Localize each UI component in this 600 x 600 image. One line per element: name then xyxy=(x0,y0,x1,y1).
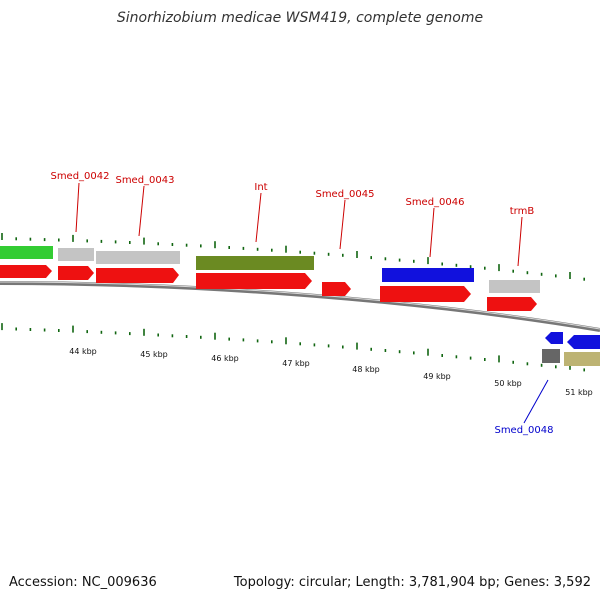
leader-smed-0045 xyxy=(339,199,346,250)
kbp-label-49: 49 kbp xyxy=(423,372,451,381)
gene-box-trmb[interactable] xyxy=(489,280,540,293)
cds-arrow-smed-0048[interactable] xyxy=(567,335,600,349)
kbp-label-47: 47 kbp xyxy=(282,359,310,368)
gene-box-reverse-khaki[interactable] xyxy=(564,352,600,366)
cds-arrow-int[interactable] xyxy=(196,273,312,289)
cds-arrow-trmb[interactable] xyxy=(487,297,537,311)
leader-smed-0043 xyxy=(138,185,145,237)
gene-box-reverse-grey[interactable] xyxy=(542,349,560,363)
gene-box-smed-0042[interactable] xyxy=(58,248,94,261)
kbp-label-45: 45 kbp xyxy=(140,350,168,359)
genome-backbone xyxy=(0,281,600,332)
kbp-label-44: 44 kbp xyxy=(69,347,97,356)
label-smed-0045[interactable]: Smed_0045 xyxy=(315,189,374,200)
cds-arrow-smed-0043[interactable] xyxy=(96,268,179,283)
cds-arrow-smed-0042[interactable] xyxy=(58,266,94,280)
genome-backbone-highlight xyxy=(0,281,600,330)
kbp-label-51: 51 kbp xyxy=(565,388,593,397)
label-smed-0043[interactable]: Smed_0043 xyxy=(115,175,174,186)
label-smed-0042[interactable]: Smed_0042 xyxy=(50,171,109,182)
label-smed-0048[interactable]: Smed_0048 xyxy=(494,425,553,436)
leader-int xyxy=(255,192,262,243)
accession-text: Accession: NC_009636 xyxy=(9,575,157,590)
cds-arrow-smed-0047[interactable] xyxy=(545,332,563,344)
kbp-label-50: 50 kbp xyxy=(494,379,522,388)
leader-smed-0042 xyxy=(75,182,80,233)
label-int[interactable]: Int xyxy=(254,182,267,193)
cds-arrow-smed-0046[interactable] xyxy=(380,286,471,302)
label-trmb[interactable]: trmB xyxy=(510,206,535,217)
gene-box-int[interactable] xyxy=(196,256,314,270)
leader-smed-0046 xyxy=(429,207,435,258)
gene-box-smed-0041[interactable] xyxy=(0,246,53,259)
gene-box-smed-0046[interactable] xyxy=(382,268,474,282)
cds-arrow-smed-0045[interactable] xyxy=(322,282,351,296)
cds-arrow-smed-0041[interactable] xyxy=(0,265,52,278)
inner-tick-track xyxy=(1,323,586,372)
kbp-label-46: 46 kbp xyxy=(211,354,239,363)
label-smed-0046[interactable]: Smed_0046 xyxy=(405,197,464,208)
kbp-label-48: 48 kbp xyxy=(352,365,380,374)
leader-smed-0048 xyxy=(523,379,549,424)
map-title: Sinorhizobium medicae WSM419, complete g… xyxy=(116,10,484,26)
topology-summary: Topology: circular; Length: 3,781,904 bp… xyxy=(233,575,591,590)
outer-tick-track xyxy=(1,233,586,281)
leader-trmb xyxy=(517,216,523,267)
gene-box-smed-0043[interactable] xyxy=(96,251,180,264)
